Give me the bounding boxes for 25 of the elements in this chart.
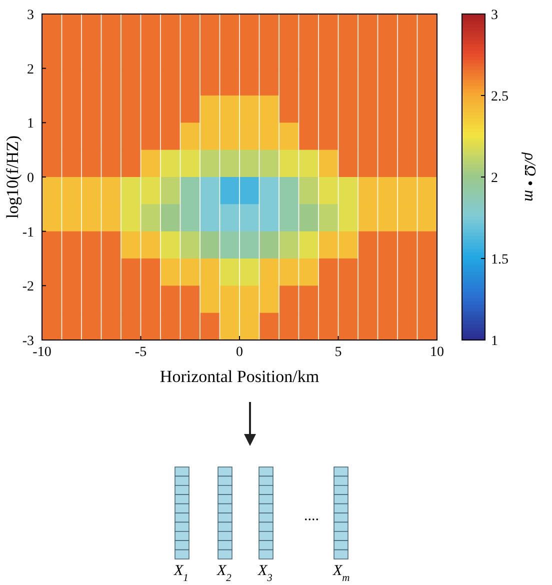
x-tick-label: -5 xyxy=(134,345,147,360)
x-tick-label: 5 xyxy=(334,345,342,360)
y-tick-label: -1 xyxy=(22,225,34,240)
text: X$_{m}$ xyxy=(332,563,350,584)
y-tick-label: 3 xyxy=(27,8,34,23)
color-bar-title: ρ/Ω • m xyxy=(521,152,538,202)
y-tick-label: 0 xyxy=(27,171,34,186)
text: X$_{1}$ xyxy=(173,563,188,584)
color-bar-label: 3 xyxy=(491,8,498,23)
x-axis-title: Horizontal Position/km xyxy=(160,367,320,386)
x-tick-label: 10 xyxy=(430,345,444,360)
x-tick-label: -10 xyxy=(32,345,52,360)
text: X$_{3}$ xyxy=(257,563,272,584)
y-tick-label: 2 xyxy=(27,62,34,78)
color-bar-label: 1 xyxy=(491,334,498,349)
color-bar-label: 1.5 xyxy=(491,252,508,268)
y-tick-label: -2 xyxy=(22,280,34,295)
y-axis-title: log10(f/HZ) xyxy=(3,135,22,219)
x-tick-label: 0 xyxy=(236,345,243,360)
text: X$_{2}$ xyxy=(216,563,232,584)
color-bar-label: 2 xyxy=(491,171,498,186)
y-tick-label: -3 xyxy=(22,334,34,349)
y-tick-label: 1 xyxy=(27,116,34,132)
color-bar-label: 2.5 xyxy=(491,90,508,104)
text: .... xyxy=(304,508,319,524)
